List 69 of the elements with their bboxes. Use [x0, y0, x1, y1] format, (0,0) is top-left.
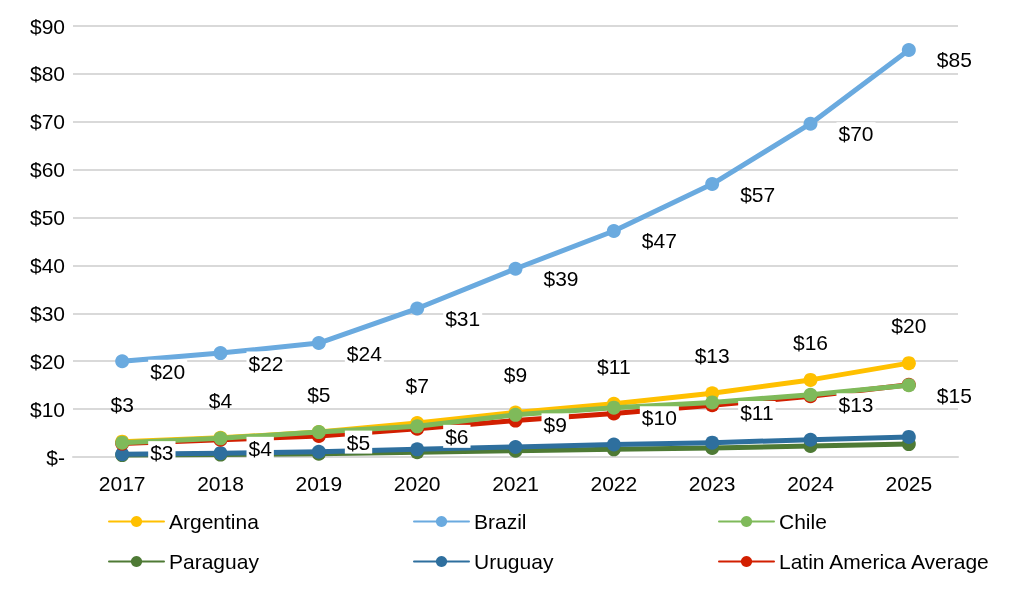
- y-tick-label: $10: [29, 397, 65, 421]
- legend-label: Chile: [779, 510, 827, 533]
- data-label: $3: [110, 392, 134, 416]
- data-label: $9: [503, 363, 528, 387]
- y-tick-label: $20: [29, 349, 65, 373]
- data-label: $85: [936, 48, 972, 72]
- data-label: $22: [248, 351, 284, 375]
- data-label: $39: [543, 267, 579, 291]
- y-tick-label: $80: [29, 62, 65, 86]
- x-tick-label: 2024: [787, 472, 835, 495]
- point: [508, 261, 523, 276]
- data-label: $16: [792, 330, 829, 354]
- point: [213, 346, 228, 361]
- x-tick-label: 2023: [688, 472, 736, 495]
- data-label: $3: [150, 441, 174, 465]
- data-label: $7: [405, 374, 429, 397]
- data-label: $11: [740, 400, 774, 424]
- x-tick-label: 2018: [197, 472, 244, 495]
- data-label: $70: [838, 122, 874, 146]
- legend-label: Uruguay: [474, 550, 554, 573]
- point: [901, 429, 916, 444]
- data-label: $20: [150, 359, 186, 383]
- y-tick-label: $30: [29, 301, 65, 325]
- data-label: $15: [936, 383, 972, 407]
- legend-label: Argentina: [169, 510, 260, 533]
- data-label: $47: [641, 229, 677, 253]
- point: [115, 354, 130, 369]
- data-label: $5: [307, 383, 331, 407]
- data-label: $31: [445, 307, 481, 331]
- y-tick-label: $70: [29, 110, 65, 134]
- point: [606, 437, 621, 452]
- data-label: $6: [445, 424, 469, 448]
- data-label: $13: [694, 344, 730, 368]
- x-tick-label: 2019: [295, 472, 343, 495]
- data-label: $9: [543, 413, 567, 437]
- data-label: $4: [208, 388, 233, 412]
- data-label: $10: [641, 406, 677, 430]
- point: [606, 400, 621, 415]
- point: [803, 432, 818, 447]
- x-tick-label: 2017: [98, 472, 146, 495]
- point: [606, 223, 621, 238]
- point: [901, 42, 916, 57]
- x-tick-label: 2022: [590, 472, 638, 495]
- data-label: $20: [891, 314, 927, 338]
- y-tick-label: $40: [29, 253, 65, 277]
- point: [705, 177, 720, 192]
- legend-label: Latin America Average: [779, 550, 989, 573]
- y-tick-label: $-: [46, 445, 65, 469]
- data-label: $5: [346, 430, 371, 454]
- x-tick-label: 2020: [393, 472, 441, 495]
- point: [901, 356, 916, 371]
- point: [705, 435, 720, 450]
- legend-label: Paraguay: [169, 550, 260, 573]
- point: [803, 372, 818, 387]
- data-label: $4: [248, 436, 273, 460]
- y-tick-label: $60: [29, 158, 65, 182]
- data-label: $57: [740, 182, 776, 206]
- y-tick-label: $50: [29, 206, 65, 230]
- data-label: $13: [838, 393, 874, 417]
- point: [311, 336, 326, 351]
- point: [410, 301, 425, 316]
- x-tick-label: 2025: [885, 472, 933, 495]
- point: [803, 116, 818, 131]
- x-tick-label: 2021: [492, 472, 539, 495]
- point: [508, 439, 523, 454]
- data-label: $24: [346, 341, 383, 365]
- data-label: $11: [597, 354, 631, 378]
- legend-label: Brazil: [474, 510, 527, 533]
- y-tick-label: $90: [29, 14, 65, 38]
